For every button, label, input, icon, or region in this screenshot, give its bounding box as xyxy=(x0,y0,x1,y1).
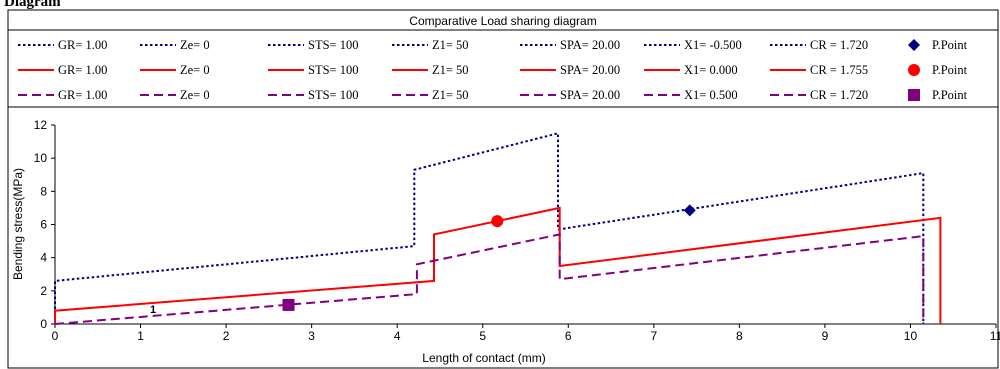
legend-entry: Z1= 50 xyxy=(432,63,469,77)
page-heading: Diagram xyxy=(4,0,61,10)
chart-title: Comparative Load sharing diagram xyxy=(409,14,596,28)
legend-entry: Z1= 50 xyxy=(432,88,469,102)
x-tick-label: 3 xyxy=(308,329,315,343)
legend-marker xyxy=(908,64,920,76)
pitch-point-marker-1 xyxy=(683,204,696,217)
legend-entry: STS= 100 xyxy=(308,63,358,77)
pitch-point-marker-2 xyxy=(491,215,504,228)
legend-entry: CR = 1.720 xyxy=(810,38,868,52)
x-tick-label: 5 xyxy=(479,329,486,343)
x-tick-label: 9 xyxy=(822,329,829,343)
x-tick-label: 4 xyxy=(394,329,401,343)
legend-entry: X1= 0.000 xyxy=(684,63,738,77)
legend-marker xyxy=(908,39,920,51)
legend-marker-label: P.Point xyxy=(932,38,968,52)
annotation-label: 1 xyxy=(150,304,156,316)
legend-entry: GR= 1.00 xyxy=(58,38,107,52)
legend-entry: Ze= 0 xyxy=(180,88,210,102)
legend-entry: CR = 1.720 xyxy=(810,88,868,102)
y-tick-label: 0 xyxy=(40,317,47,331)
y-tick-label: 10 xyxy=(34,151,48,165)
legend-entry: SPA= 20.00 xyxy=(560,63,620,77)
x-tick-label: 7 xyxy=(650,329,657,343)
x-tick-label: 2 xyxy=(223,329,230,343)
y-tick-label: 8 xyxy=(40,184,47,198)
legend-entry: Z1= 50 xyxy=(432,38,469,52)
markers-layer xyxy=(282,204,696,311)
x-tick-label: 0 xyxy=(52,329,59,343)
legend-entry: GR= 1.00 xyxy=(58,63,107,77)
y-tick-label: 4 xyxy=(40,251,47,265)
x-axis-label: Length of contact (mm) xyxy=(422,351,545,365)
series-line-3 xyxy=(54,233,925,325)
legend-entry: SPA= 20.00 xyxy=(560,88,620,102)
legend-entry: Ze= 0 xyxy=(180,38,210,52)
x-tick-label: 1 xyxy=(137,329,144,343)
legend-entry: GR= 1.00 xyxy=(58,88,107,102)
y-tick-label: 6 xyxy=(40,218,47,232)
legend-entry: STS= 100 xyxy=(308,88,358,102)
legend-marker-label: P.Point xyxy=(932,88,968,102)
legend-marker xyxy=(908,89,920,101)
legend-entry: X1= 0.500 xyxy=(684,88,738,102)
y-tick-label: 12 xyxy=(34,118,48,132)
x-tick-label: 10 xyxy=(904,329,918,343)
legend-entry: SPA= 20.00 xyxy=(560,38,620,52)
y-axis-label: Bending stress(MPa) xyxy=(11,168,25,280)
pitch-point-marker-3 xyxy=(282,298,295,311)
x-tick-label: 11 xyxy=(990,329,1000,343)
legend-marker-label: P.Point xyxy=(932,63,968,77)
legend: GR= 1.00 Ze= 0 STS= 100 Z1= 50 SPA= 20.00 X1=… xyxy=(18,38,968,102)
legend-entry: CR = 1.755 xyxy=(810,63,868,77)
legend-entry: Ze= 0 xyxy=(180,63,210,77)
legend-entry: X1= -0.500 xyxy=(684,38,742,52)
x-tick-label: 6 xyxy=(565,329,572,343)
y-tick-label: 2 xyxy=(40,284,47,298)
legend-entry: STS= 100 xyxy=(308,38,358,52)
x-tick-label: 8 xyxy=(736,329,743,343)
